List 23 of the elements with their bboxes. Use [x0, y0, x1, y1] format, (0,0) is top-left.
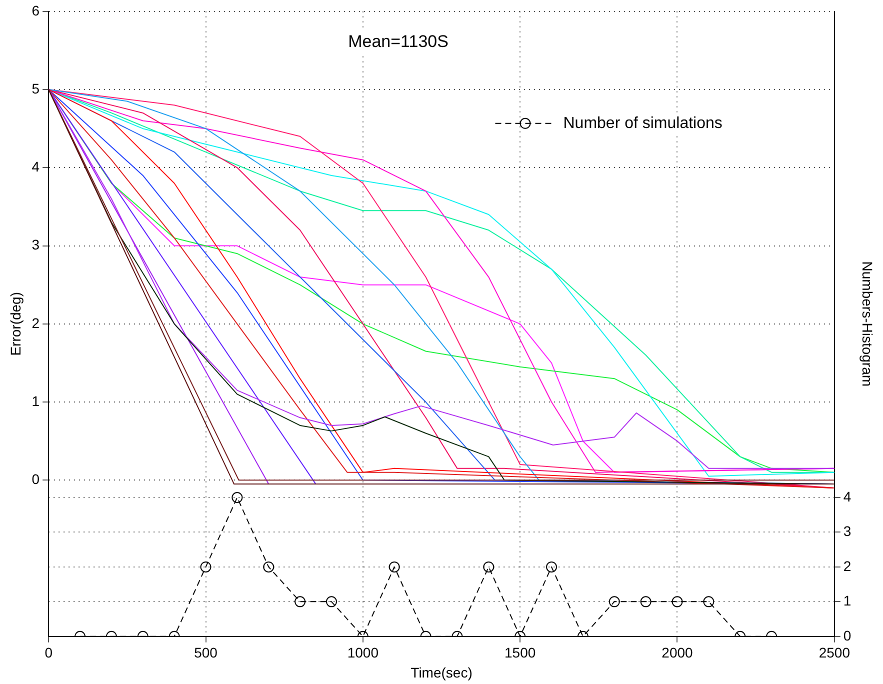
x-tick-label: 2000: [662, 644, 694, 661]
y-tick-label: 1: [32, 392, 40, 409]
x-axis-title: Time(sec): [410, 664, 472, 680]
y2-tick-label: 0: [843, 627, 852, 644]
x-tick-label: 2500: [818, 644, 850, 661]
y2-tick-label: 4: [843, 488, 852, 504]
y-tick-label: 6: [32, 2, 40, 18]
y-tick-label: 2: [32, 314, 40, 331]
legend-label: Number of simulations: [563, 114, 722, 132]
x-tick-label: 500: [194, 644, 218, 661]
y-tick-label: 3: [32, 236, 40, 253]
annotation: Mean=1130S: [348, 32, 448, 52]
x-tick-label: 1000: [347, 644, 379, 661]
y2-tick-label: 3: [843, 523, 852, 540]
x-tick-label: 1500: [504, 644, 536, 661]
y-tick-label: 5: [32, 80, 40, 96]
y2-tick-label: 2: [843, 558, 852, 574]
y-tick-label: 0: [32, 471, 40, 488]
y2-tick-label: 1: [843, 592, 852, 609]
y-axis-title: Error(deg): [7, 292, 24, 356]
x-tick-label: 0: [44, 644, 53, 661]
y-tick-label: 4: [32, 158, 40, 175]
y2-axis-title: Numbers-Histogram: [860, 261, 876, 387]
